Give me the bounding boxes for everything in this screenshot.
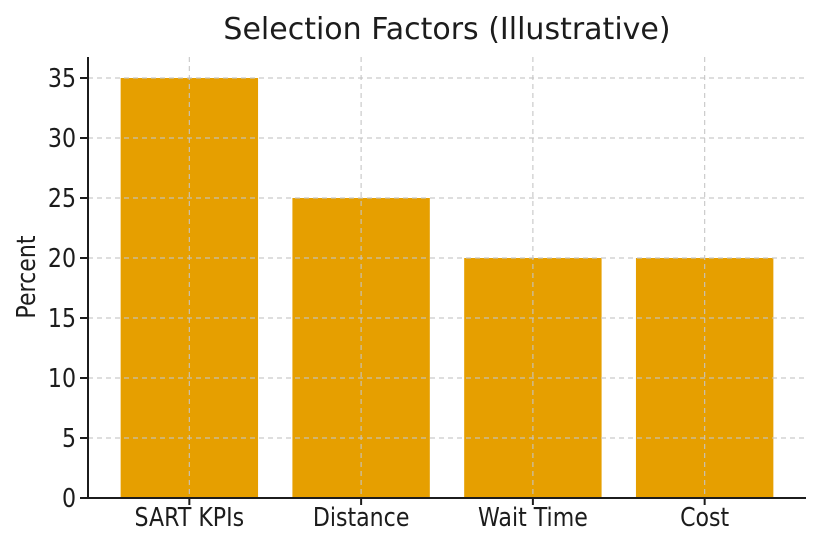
x-tick-label-sart-kpis: SART KPIs (135, 502, 245, 532)
y-axis-label: Percent (12, 235, 42, 319)
y-tick-label: 35 (48, 63, 76, 93)
y-tick-label: 15 (48, 303, 76, 333)
y-tick-label: 20 (48, 243, 76, 273)
chart-title: Selection Factors (Illustrative) (223, 12, 671, 47)
y-tick-label: 0 (62, 483, 76, 513)
y-tick-label: 25 (48, 183, 76, 213)
x-tick-label-wait-time: Wait Time (478, 502, 588, 532)
y-tick-label: 30 (48, 123, 76, 153)
y-tick-label: 10 (48, 363, 76, 393)
y-tick-label: 5 (62, 423, 76, 453)
x-tick-label-distance: Distance (313, 502, 410, 532)
x-tick-label-cost: Cost (680, 502, 729, 532)
